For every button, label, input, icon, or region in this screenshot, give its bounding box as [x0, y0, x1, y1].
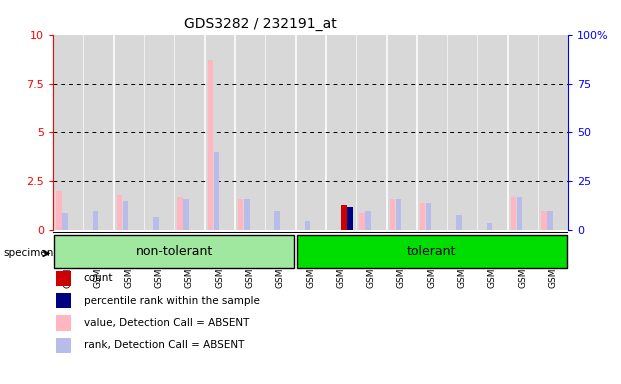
- Bar: [511, 197, 517, 230]
- Bar: [357, 35, 385, 230]
- Bar: [542, 211, 546, 230]
- Bar: [448, 35, 476, 230]
- Bar: [266, 35, 294, 230]
- Bar: [418, 35, 446, 230]
- Text: count: count: [84, 273, 114, 283]
- Bar: [183, 199, 189, 230]
- FancyBboxPatch shape: [297, 235, 567, 268]
- Bar: [123, 201, 129, 230]
- Bar: [487, 223, 492, 230]
- Text: specimen: specimen: [3, 248, 53, 258]
- Bar: [62, 213, 68, 230]
- Bar: [420, 203, 425, 230]
- Bar: [517, 197, 522, 230]
- Bar: [93, 211, 98, 230]
- Bar: [297, 35, 324, 230]
- Bar: [478, 35, 506, 230]
- Bar: [347, 207, 353, 230]
- Bar: [274, 211, 280, 230]
- FancyBboxPatch shape: [54, 235, 294, 268]
- Bar: [238, 199, 243, 230]
- Text: non-tolerant: non-tolerant: [135, 245, 212, 258]
- Bar: [178, 197, 183, 230]
- Text: percentile rank within the sample: percentile rank within the sample: [84, 296, 260, 306]
- Bar: [115, 35, 143, 230]
- Bar: [396, 199, 401, 230]
- Bar: [175, 35, 203, 230]
- Bar: [509, 35, 537, 230]
- Bar: [365, 211, 371, 230]
- Bar: [539, 35, 567, 230]
- Bar: [145, 35, 173, 230]
- Bar: [456, 215, 462, 230]
- Text: tolerant: tolerant: [407, 245, 456, 258]
- Bar: [117, 195, 122, 230]
- Bar: [547, 211, 553, 230]
- Bar: [244, 199, 250, 230]
- Bar: [206, 35, 233, 230]
- Bar: [56, 191, 61, 230]
- Bar: [214, 152, 219, 230]
- Bar: [153, 217, 158, 230]
- Bar: [305, 220, 310, 230]
- Bar: [426, 203, 432, 230]
- Bar: [327, 35, 355, 230]
- Bar: [388, 35, 415, 230]
- Bar: [54, 35, 82, 230]
- Bar: [360, 213, 365, 230]
- Bar: [84, 35, 112, 230]
- Bar: [389, 199, 395, 230]
- Text: value, Detection Call = ABSENT: value, Detection Call = ABSENT: [84, 318, 249, 328]
- Text: rank, Detection Call = ABSENT: rank, Detection Call = ABSENT: [84, 340, 244, 350]
- Bar: [236, 35, 264, 230]
- Text: GDS3282 / 232191_at: GDS3282 / 232191_at: [184, 17, 337, 31]
- Bar: [207, 60, 213, 230]
- Bar: [341, 205, 347, 230]
